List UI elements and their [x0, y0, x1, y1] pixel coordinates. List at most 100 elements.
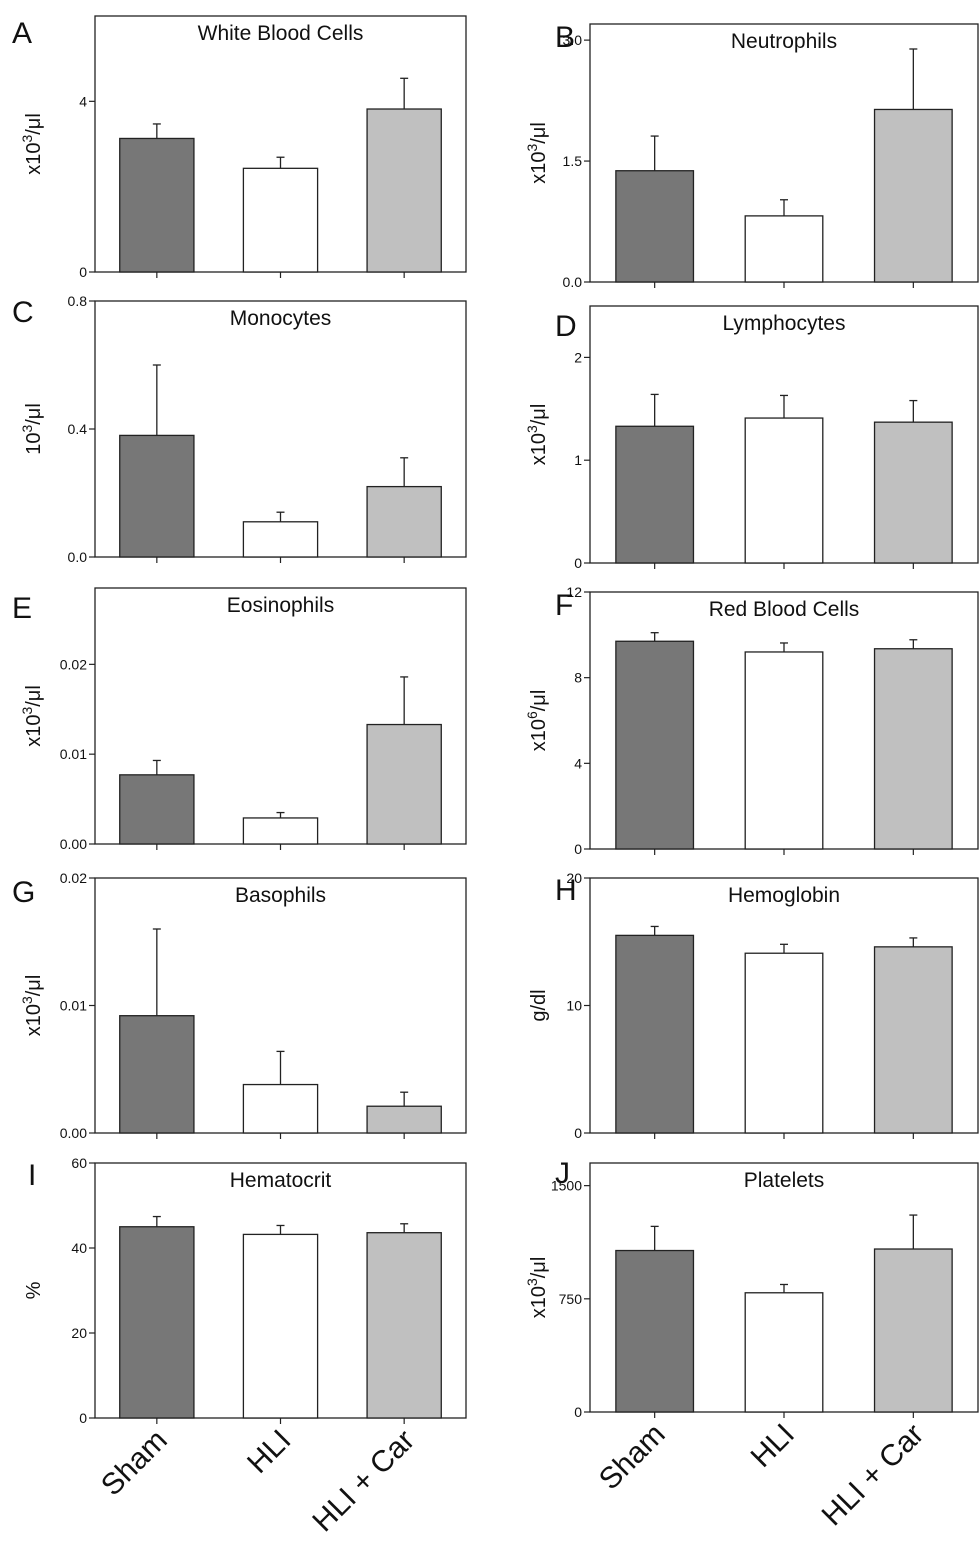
y-tick-label: 0.02: [60, 870, 87, 886]
y-tick-label: 60: [71, 1155, 87, 1171]
y-axis-label: 103/μl: [19, 403, 45, 455]
y-tick-label: 8: [574, 670, 582, 686]
y-tick-label: 0: [574, 1404, 582, 1420]
panel-letter: J: [555, 1157, 570, 1190]
panel-letter: C: [12, 296, 34, 329]
y-tick-label: 0: [79, 264, 87, 280]
x-category-label: HLI + Car: [306, 1424, 421, 1539]
x-category-label: HLI + Car: [816, 1418, 931, 1533]
y-tick-label: 40: [71, 1240, 87, 1256]
bar-hli: [744, 651, 824, 850]
x-category-label: Sham: [95, 1424, 174, 1503]
panel-title: Hemoglobin: [728, 884, 840, 907]
bar-sham: [615, 1249, 695, 1413]
panel-letter: F: [555, 589, 573, 622]
y-tick-label: 20: [71, 1325, 87, 1341]
bar-hli: [744, 215, 824, 283]
panel-letter: E: [12, 592, 32, 625]
y-tick-label: 1500: [551, 1178, 582, 1194]
bar-sham: [119, 1015, 195, 1134]
panel-title: Monocytes: [230, 307, 332, 330]
y-tick-label: 12: [566, 584, 582, 600]
y-tick-label: 750: [559, 1291, 583, 1307]
y-axis-label: %: [23, 1281, 45, 1299]
bar-hli-car: [366, 1232, 442, 1419]
panel-e: 0.00 0.01 0.02 Eosinophils x103/μl E: [12, 587, 467, 852]
bar-sham: [119, 137, 195, 273]
bar-sham: [615, 170, 695, 283]
panel-j: 0 750 1500 Platelets x103/μl J: [524, 1157, 979, 1420]
bar-hli: [242, 1233, 319, 1419]
bar-hli: [242, 1083, 319, 1134]
panel-d: 0 1 2 Lymphocytes x103/μl D: [524, 305, 979, 571]
bar-hli-car: [873, 946, 953, 1134]
bar-hli-car: [366, 1105, 442, 1134]
bar-sham: [119, 1226, 195, 1419]
bar-hli: [242, 167, 319, 273]
x-category-label: Sham: [593, 1418, 672, 1497]
panel-letter: H: [555, 874, 577, 907]
panel-f: 0 4 8 12 Red Blood Cells x106/μl F: [524, 584, 979, 857]
y-tick-label: 0.0: [68, 549, 88, 565]
y-tick-label: 10: [566, 998, 582, 1014]
panel-i: 0 20 40 60 Hematocrit% I: [23, 1155, 467, 1426]
bar-hli-car: [366, 485, 442, 558]
y-tick-label: 2: [574, 349, 582, 365]
y-axis-label: x103/μl: [524, 1257, 550, 1319]
panel-title: Platelets: [744, 1169, 825, 1192]
bar-hli-car: [366, 108, 442, 273]
panel-letter: B: [555, 21, 575, 54]
y-tick-label: 0: [574, 841, 582, 857]
y-tick-label: 0.0: [563, 274, 583, 290]
panel-title: White Blood Cells: [198, 22, 364, 45]
panel-h: 0 10 20 Hemoglobin g/dl H: [528, 870, 979, 1141]
bar-hli-car: [873, 1248, 953, 1413]
panel-title: Neutrophils: [731, 30, 837, 53]
panel-title: Basophils: [235, 884, 326, 907]
bar-sham: [615, 640, 695, 850]
x-category-label: HLI: [745, 1418, 801, 1474]
x-category-label: HLI: [241, 1424, 297, 1480]
y-axis-label: x103/μl: [19, 113, 45, 175]
y-tick-label: 0: [79, 1410, 87, 1426]
y-axis-label: x103/μl: [524, 122, 550, 184]
y-axis-label: x103/μl: [19, 975, 45, 1037]
y-tick-label: 3.0: [563, 32, 583, 48]
bar-hli: [744, 417, 824, 564]
bar-hli: [744, 1292, 824, 1413]
bar-sham: [119, 774, 195, 845]
bar-hli: [744, 952, 824, 1134]
panel-g: 0.00 0.01 0.02 Basophils x103/μl G: [12, 870, 467, 1141]
bar-hli: [242, 817, 319, 845]
panel-b: 0.0 1.5 3.0 Neutrophils x103/μl B: [524, 21, 979, 290]
y-axis-label: x106/μl: [524, 690, 550, 752]
panel-title: Red Blood Cells: [709, 598, 860, 621]
y-tick-label: 0.01: [60, 998, 87, 1014]
y-tick-label: 1: [574, 452, 582, 468]
y-tick-label: 4: [79, 93, 87, 109]
bar-hli-car: [873, 421, 953, 564]
y-tick-label: 20: [566, 870, 582, 886]
y-tick-label: 0.02: [60, 656, 87, 672]
y-tick-label: 0.8: [68, 293, 88, 309]
y-tick-label: 4: [574, 755, 582, 771]
panel-letter: I: [28, 1159, 36, 1192]
panel-title: Lymphocytes: [723, 312, 846, 335]
y-tick-label: 0.00: [60, 1125, 87, 1141]
bar-hli-car: [873, 648, 953, 850]
y-tick-label: 0.01: [60, 746, 87, 762]
panel-title: Eosinophils: [227, 594, 334, 617]
y-tick-label: 0.00: [60, 836, 87, 852]
y-axis-label: g/dl: [528, 989, 550, 1021]
panel-c: 0.0 0.4 0.8 Monocytes 103/μl C: [12, 293, 467, 565]
y-tick-label: 0.4: [68, 421, 88, 437]
bar-hli: [242, 521, 319, 558]
bar-sham: [119, 434, 195, 558]
y-tick-label: 1.5: [563, 153, 583, 169]
bar-hli-car: [366, 723, 442, 845]
panel-a: 0 4 White Blood Cells x103/μl A: [12, 15, 467, 280]
panel-letter: G: [12, 876, 35, 909]
y-axis-label: x103/μl: [19, 685, 45, 747]
panel-letter: A: [12, 17, 32, 50]
